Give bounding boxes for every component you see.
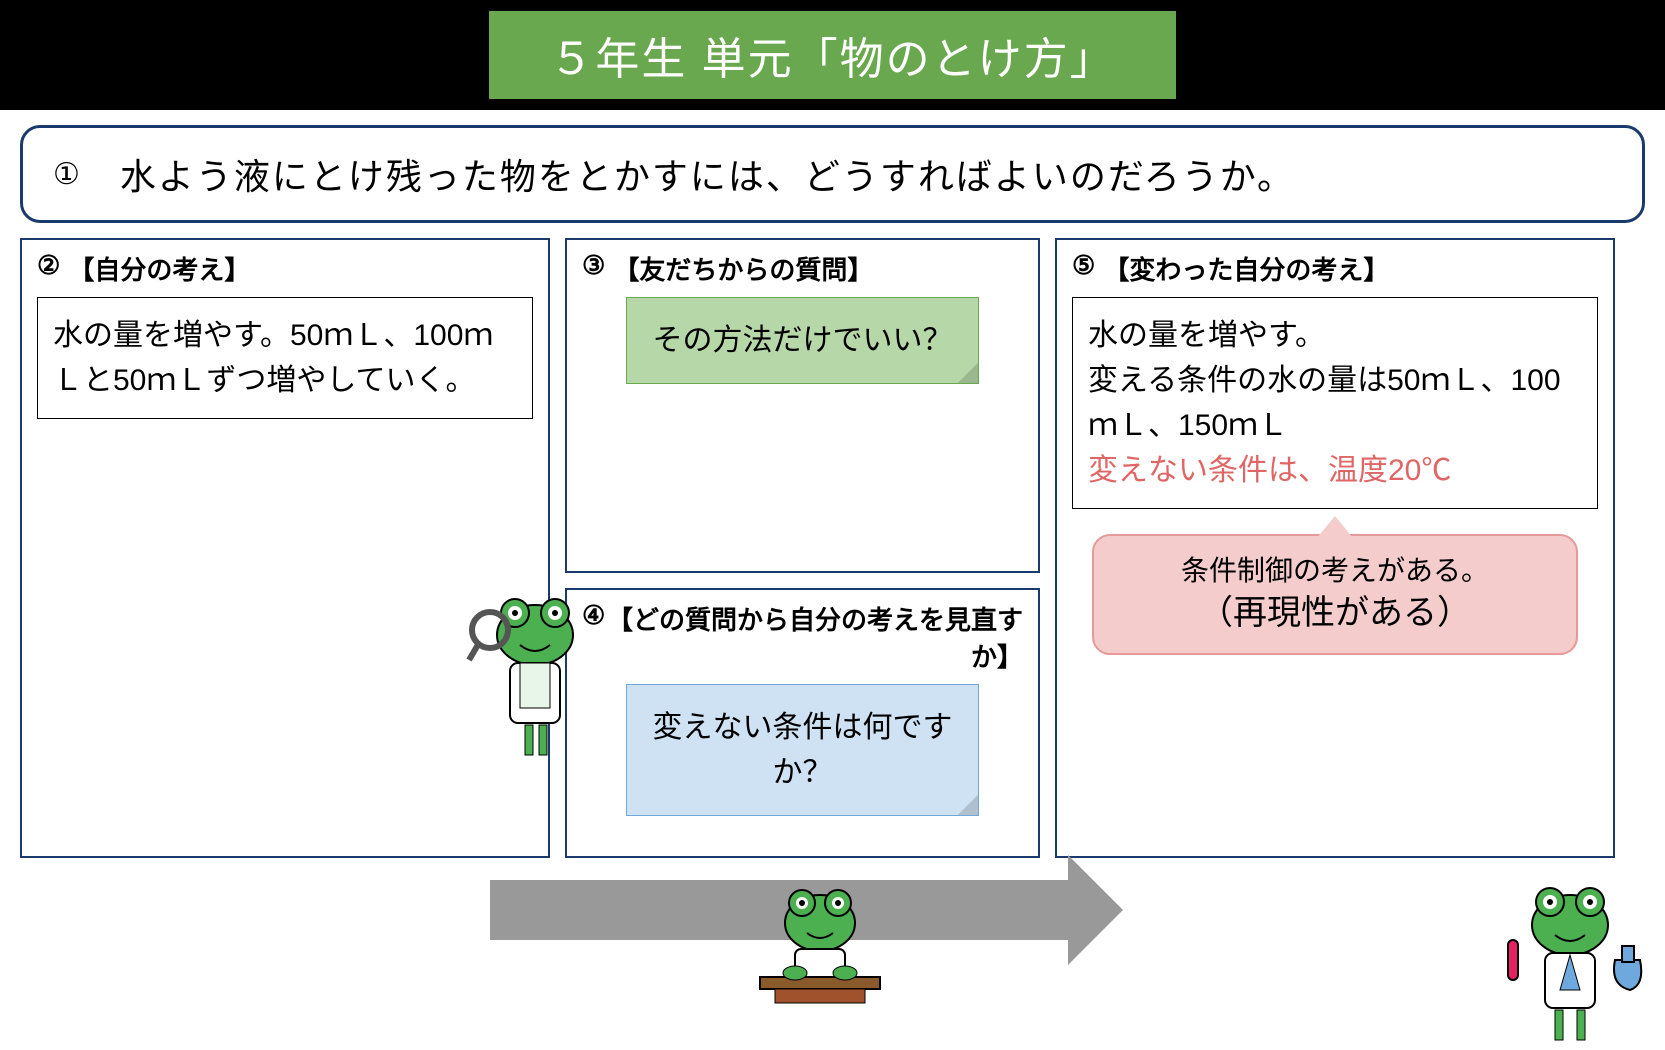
panel-4-header: ④ 【どの質問から自分の考えを見直すか】 [582,600,1023,674]
main-area: ① 水よう液にとけ残った物をとかすには、どうすればよいのだろうか。 ② 【自分の… [0,110,1665,858]
panel-5-red: 変えない条件は、温度20℃ [1088,448,1582,493]
panel-which-question: ④ 【どの質問から自分の考えを見直すか】 変えない条件は何ですか？ [565,588,1040,858]
panel-2-header: ② 【自分の考え】 [37,250,533,287]
title-banner: ５年生 単元「物のとけ方」 [489,11,1175,99]
header-bar: ５年生 単元「物のとけ方」 [0,0,1665,110]
panel-2-label: 【自分の考え】 [68,250,250,287]
question-text: 水よう液にとけ残った物をとかすには、どうすればよいのだろうか。 [120,148,1295,200]
frog-testtube-icon [1490,880,1650,1050]
callout-bubble: 条件制御の考えがある。 （再現性がある） [1092,534,1578,655]
panel-own-idea: ② 【自分の考え】 水の量を増やす。50ｍＬ、100ｍＬと50ｍＬずつ増やしてい… [20,238,550,858]
col-right: ⑤ 【変わった自分の考え】 水の量を増やす。 変える条件の水の量は50ｍＬ、10… [1055,238,1615,858]
question-number: ① [53,157,80,192]
flow-arrow-head [1068,855,1123,965]
sticky-green: その方法だけでいい？ [626,297,979,384]
panel-friend-question: ③ 【友だちからの質問】 その方法だけでいい？ [565,238,1040,573]
callout-line1: 条件制御の考えがある。 [1114,551,1556,590]
question-box: ① 水よう液にとけ残った物をとかすには、どうすればよいのだろうか。 [20,125,1645,223]
panel-3-num: ③ [582,250,605,287]
panel-5-label: 【変わった自分の考え】 [1103,250,1389,287]
col-left: ② 【自分の考え】 水の量を増やす。50ｍＬ、100ｍＬと50ｍＬずつ増やしてい… [20,238,550,858]
panel-5-content: 水の量を増やす。 変える条件の水の量は50ｍＬ、100ｍＬ、150ｍＬ 変えない… [1072,297,1598,509]
panel-4-label: 【どの質問から自分の考えを見直すか】 [607,605,1023,672]
panel-5-black: 水の量を増やす。 変える条件の水の量は50ｍＬ、100ｍＬ、150ｍＬ [1088,313,1582,448]
panel-5-num: ⑤ [1072,250,1095,287]
frog-magnifier-icon [465,585,605,765]
sticky-blue: 変えない条件は何ですか？ [626,684,979,816]
panel-3-label: 【友だちからの質問】 [613,250,873,287]
frog-desk-icon [745,885,895,1015]
panel-changed-idea: ⑤ 【変わった自分の考え】 水の量を増やす。 変える条件の水の量は50ｍＬ、10… [1055,238,1615,858]
panel-3-header: ③ 【友だちからの質問】 [582,250,1023,287]
callout-line2: （再現性がある） [1114,590,1556,638]
panel-2-content: 水の量を増やす。50ｍＬ、100ｍＬと50ｍＬずつ増やしていく。 [37,297,533,419]
panels-row: ② 【自分の考え】 水の量を増やす。50ｍＬ、100ｍＬと50ｍＬずつ増やしてい… [20,238,1645,858]
panel-2-num: ② [37,250,60,287]
col-mid: ③ 【友だちからの質問】 その方法だけでいい？ ④ 【どの質問から自分の考えを見… [565,238,1040,858]
panel-5-header: ⑤ 【変わった自分の考え】 [1072,250,1598,287]
